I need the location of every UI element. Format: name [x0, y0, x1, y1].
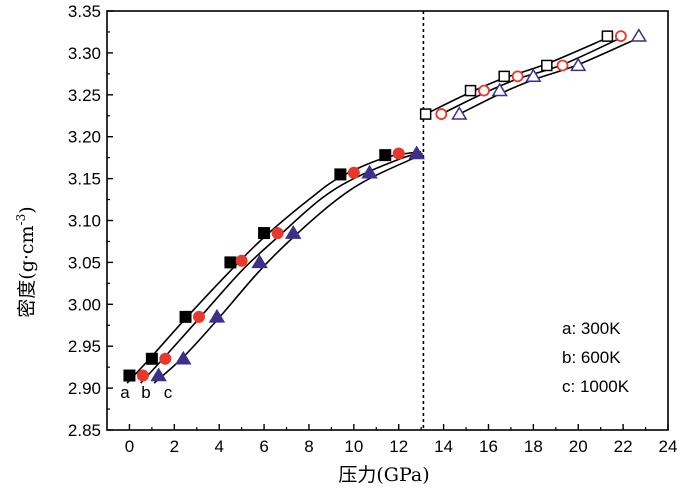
curve-tag-c: c — [164, 383, 173, 402]
x-tick-label: 8 — [304, 437, 313, 456]
x-tick-label: 0 — [125, 437, 134, 456]
data-point-circle-filled — [392, 147, 405, 160]
y-axis-label: 密度(g·cm-3) — [14, 206, 38, 317]
y-tick-label: 3.00 — [68, 295, 101, 314]
data-point-circle-filled — [235, 254, 248, 267]
x-tick-label: 20 — [569, 437, 588, 456]
data-point-triangle-filled — [285, 225, 302, 239]
x-tick-label: 6 — [259, 437, 268, 456]
data-point-triangle-filled — [361, 164, 378, 179]
data-point-triangle-filled — [208, 308, 226, 323]
x-tick-label: 16 — [479, 437, 498, 456]
y-tick-label: 2.95 — [68, 337, 101, 356]
curve-tag-b: b — [141, 383, 150, 402]
data-point-square-open — [498, 70, 510, 83]
x-axis-label: 压力(GPa) — [338, 464, 429, 486]
fit-curve-a-low — [126, 150, 422, 384]
data-point-square-filled — [224, 256, 237, 269]
data-point-square-open — [601, 30, 614, 42]
data-point-circle-filled — [159, 352, 172, 365]
data-point-triangle-open — [630, 28, 647, 42]
data-point-triangle-open — [525, 68, 542, 82]
curve-tags: a b c — [120, 383, 172, 402]
data-point-triangle-filled — [408, 145, 425, 160]
data-point-triangle-filled — [175, 350, 192, 365]
data-point-circle-open — [478, 84, 490, 97]
x-tick-label: 22 — [614, 437, 633, 456]
data-point-circle-filled — [136, 369, 149, 382]
curve-tag-a: a — [120, 383, 130, 402]
legend-entry-c: c: 1000K — [562, 377, 630, 396]
data-point-square-filled — [379, 149, 392, 162]
legend-entry-a: a: 300K — [562, 319, 621, 338]
y-tick-label: 3.05 — [68, 253, 101, 272]
data-point-triangle-filled — [251, 254, 268, 269]
data-point-square-filled — [145, 352, 158, 365]
x-tick-label: 10 — [344, 437, 363, 456]
data-point-triangle-open — [451, 106, 468, 120]
y-axis-label-superscript: -3 — [14, 214, 28, 226]
x-tick-label: 14 — [434, 437, 453, 456]
data-point-circle-open — [511, 70, 524, 83]
data-point-square-filled — [179, 310, 192, 323]
data-point-circle-filled — [271, 227, 284, 240]
data-point-square-filled — [258, 227, 271, 240]
y-axis-label-main: 密度(g·cm — [16, 225, 38, 317]
data-point-square-filled — [123, 369, 136, 382]
y-tick-label: 3.35 — [68, 2, 101, 21]
y-tick-label: 2.90 — [68, 379, 101, 398]
y-tick-label: 3.10 — [68, 212, 101, 231]
data-point-square-open — [541, 59, 553, 72]
fit-curve-c-high — [458, 37, 640, 115]
y-axis-ticks: 2.85 2.90 2.95 3.00 3.05 3.10 3.15 3.20 3.25 3.30… — [68, 2, 113, 440]
plot-frame — [106, 10, 669, 431]
y-axis-label-close: ) — [16, 206, 38, 213]
data-point-circle-filled — [193, 310, 206, 323]
x-tick-label: 24 — [659, 437, 678, 456]
data-points — [123, 28, 647, 382]
legend-entry-b: b: 600K — [562, 348, 621, 367]
data-point-triangle-open — [491, 82, 508, 97]
data-point-square-open — [419, 108, 432, 120]
legend: a: 300K b: 600K c: 1000K — [562, 319, 630, 396]
data-point-circle-open — [435, 108, 448, 120]
data-point-circle-open — [556, 59, 569, 72]
fit-curve-b-low — [140, 151, 422, 384]
y-tick-label: 3.30 — [68, 44, 101, 63]
x-axis-ticks: 0 2 4 6 8 10 12 14 16 18 20 22 24 — [125, 424, 678, 456]
y-tick-label: 2.85 — [68, 421, 101, 440]
y-tick-label: 3.20 — [68, 128, 101, 147]
data-point-square-open — [464, 84, 477, 97]
data-point-circle-open — [614, 30, 627, 43]
y-tick-label: 3.25 — [68, 86, 101, 105]
fit-curve-c-low — [153, 152, 424, 384]
data-point-circle-filled — [347, 166, 360, 179]
x-tick-label: 2 — [170, 437, 179, 456]
x-tick-label: 18 — [524, 437, 543, 456]
x-tick-label: 4 — [214, 437, 223, 456]
y-tick-label: 3.15 — [68, 170, 101, 189]
x-tick-label: 12 — [389, 437, 408, 456]
data-point-square-filled — [334, 168, 347, 181]
data-point-triangle-open — [570, 57, 587, 72]
data-point-triangle-filled — [150, 367, 167, 382]
